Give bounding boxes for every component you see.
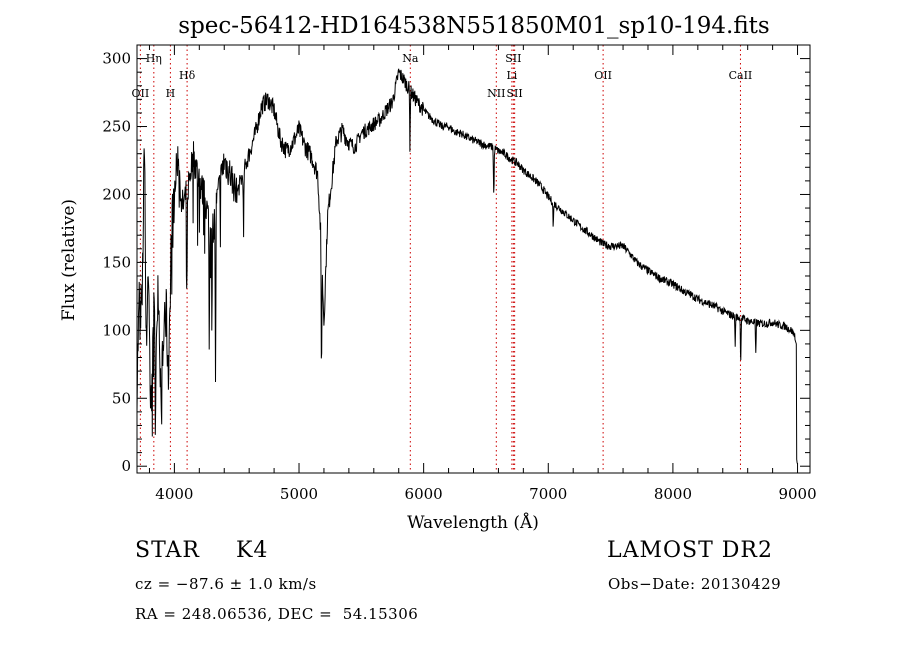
y-tick-label: 300 bbox=[102, 50, 131, 68]
axis-ticks bbox=[137, 45, 810, 473]
plot-frame bbox=[136, 44, 811, 474]
line-label: Na bbox=[402, 52, 419, 65]
y-tick-label: 50 bbox=[112, 389, 131, 407]
line-label: OII bbox=[594, 69, 612, 82]
y-tick-label: 250 bbox=[102, 118, 131, 136]
x-tick-labels: 4000 5000 6000 7000 8000 9000 bbox=[155, 485, 816, 503]
x-tick-label: 9000 bbox=[778, 485, 816, 503]
obs-date: Obs−Date: 20130429 bbox=[608, 575, 782, 593]
line-label: Hη bbox=[146, 52, 162, 65]
x-tick-label: 6000 bbox=[405, 485, 443, 503]
y-tick-label: 200 bbox=[102, 185, 131, 203]
chart-title-group: spec-56412-HD164538N551850M01_sp10-194.f… bbox=[178, 13, 769, 39]
chart-title: spec-56412-HD164538N551850M01_sp10-194.f… bbox=[178, 13, 769, 39]
emission-line-markers bbox=[139, 45, 741, 473]
line-label: Li bbox=[506, 69, 517, 82]
object-class: STAR bbox=[135, 538, 200, 563]
coordinates: RA = 248.06536, DEC = 54.15306 bbox=[135, 605, 419, 623]
x-tick-label: 7000 bbox=[529, 485, 567, 503]
redshift-readout: cz = −87.6 ± 1.0 km/s bbox=[135, 575, 317, 593]
y-tick-label: 100 bbox=[102, 321, 131, 339]
y-tick-labels: 0 50 100 150 200 250 300 bbox=[102, 50, 131, 476]
line-label: SII bbox=[507, 87, 523, 100]
y-tick-label: 150 bbox=[102, 253, 131, 271]
x-tick-label: 4000 bbox=[155, 485, 193, 503]
line-label: NII bbox=[487, 87, 505, 100]
x-tick-label: 8000 bbox=[654, 485, 692, 503]
spectrum-line bbox=[136, 68, 798, 464]
line-label: CaII bbox=[729, 69, 753, 82]
x-axis-label: Wavelength (Å) bbox=[407, 512, 539, 533]
line-label: SII bbox=[505, 52, 521, 65]
y-axis-label: Flux (relative) bbox=[59, 199, 79, 321]
y-tick-label: 0 bbox=[121, 457, 131, 475]
line-label: OII bbox=[132, 87, 150, 100]
survey-name: LAMOST DR2 bbox=[607, 538, 773, 563]
x-tick-label: 5000 bbox=[280, 485, 318, 503]
line-label: H bbox=[166, 87, 176, 100]
line-label: Hδ bbox=[179, 69, 196, 82]
subclass: K4 bbox=[236, 538, 269, 563]
